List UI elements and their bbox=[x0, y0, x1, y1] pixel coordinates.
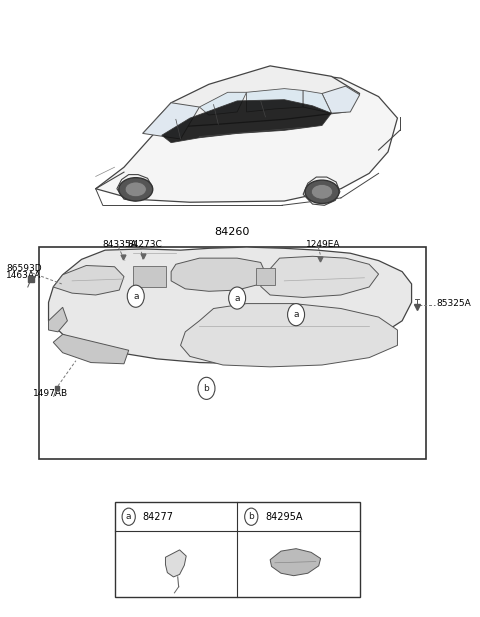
Circle shape bbox=[245, 508, 258, 525]
Ellipse shape bbox=[125, 182, 146, 197]
Polygon shape bbox=[53, 334, 129, 364]
Circle shape bbox=[228, 287, 246, 309]
Polygon shape bbox=[143, 66, 360, 133]
Text: 84277: 84277 bbox=[143, 511, 174, 522]
Circle shape bbox=[288, 304, 304, 326]
Text: 84260: 84260 bbox=[215, 226, 250, 237]
Text: b: b bbox=[204, 384, 209, 393]
Text: b: b bbox=[249, 512, 254, 521]
Circle shape bbox=[198, 377, 215, 399]
Text: 84335A: 84335A bbox=[103, 240, 137, 249]
Bar bbox=[115, 502, 360, 597]
Polygon shape bbox=[53, 265, 124, 295]
Polygon shape bbox=[247, 89, 303, 112]
Text: a: a bbox=[234, 294, 240, 302]
Text: 85325A: 85325A bbox=[436, 299, 471, 308]
Polygon shape bbox=[171, 258, 265, 291]
Polygon shape bbox=[162, 100, 331, 143]
Circle shape bbox=[127, 285, 144, 307]
Circle shape bbox=[122, 508, 135, 525]
Polygon shape bbox=[270, 549, 321, 576]
Polygon shape bbox=[117, 175, 152, 201]
Ellipse shape bbox=[305, 180, 339, 204]
Bar bbox=[133, 265, 167, 287]
Text: 1497AB: 1497AB bbox=[34, 389, 69, 398]
Polygon shape bbox=[303, 91, 331, 113]
Text: 1249EA: 1249EA bbox=[305, 240, 340, 249]
Bar bbox=[39, 247, 426, 459]
Bar bbox=[256, 268, 275, 285]
Text: a: a bbox=[293, 310, 299, 319]
Polygon shape bbox=[48, 307, 67, 332]
Polygon shape bbox=[199, 93, 247, 115]
Polygon shape bbox=[143, 103, 199, 139]
Text: 84295A: 84295A bbox=[265, 511, 303, 522]
Text: 86593D: 86593D bbox=[6, 264, 42, 273]
Text: a: a bbox=[126, 512, 132, 521]
Polygon shape bbox=[48, 247, 411, 364]
Polygon shape bbox=[322, 86, 360, 113]
Text: a: a bbox=[133, 292, 139, 300]
Ellipse shape bbox=[312, 184, 333, 199]
Text: 1463AA: 1463AA bbox=[6, 271, 41, 281]
Polygon shape bbox=[261, 256, 379, 297]
Polygon shape bbox=[180, 304, 397, 367]
Polygon shape bbox=[303, 177, 340, 205]
Polygon shape bbox=[96, 69, 397, 202]
Text: 84273C: 84273C bbox=[128, 240, 163, 249]
Polygon shape bbox=[166, 550, 186, 577]
Ellipse shape bbox=[119, 178, 153, 201]
